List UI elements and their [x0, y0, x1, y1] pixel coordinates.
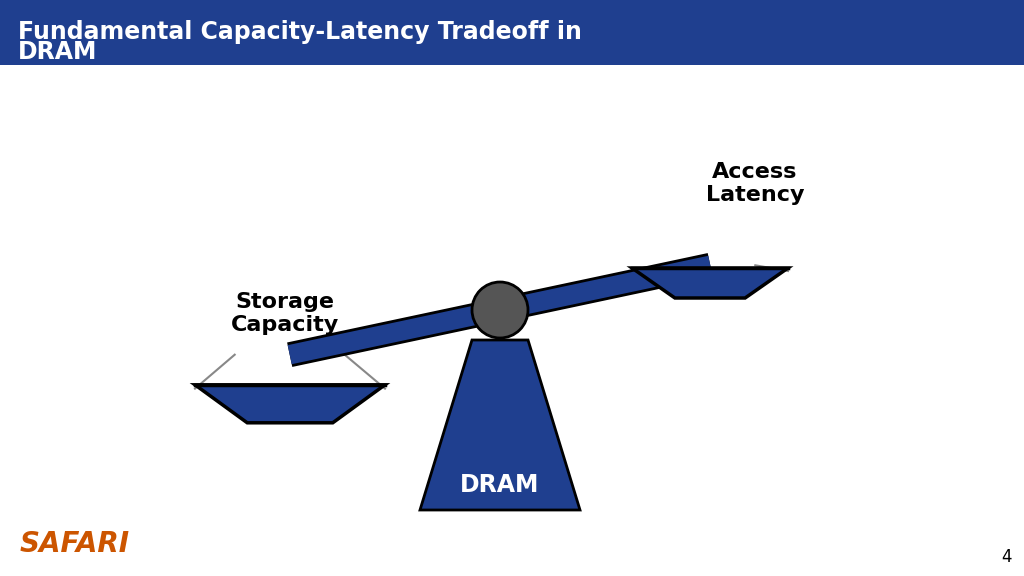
- Text: Fundamental Capacity-Latency Tradeoff in: Fundamental Capacity-Latency Tradeoff in: [18, 20, 582, 44]
- FancyBboxPatch shape: [0, 0, 1024, 65]
- Text: 4: 4: [1001, 548, 1012, 566]
- Polygon shape: [632, 268, 788, 298]
- Text: Storage
Capacity: Storage Capacity: [230, 292, 339, 335]
- Text: DRAM: DRAM: [18, 40, 97, 64]
- Text: SAFARI: SAFARI: [20, 530, 130, 558]
- Polygon shape: [195, 385, 385, 423]
- Text: DRAM: DRAM: [461, 473, 540, 497]
- Circle shape: [472, 282, 528, 338]
- Text: Access
Latency: Access Latency: [706, 162, 804, 205]
- Polygon shape: [420, 340, 580, 510]
